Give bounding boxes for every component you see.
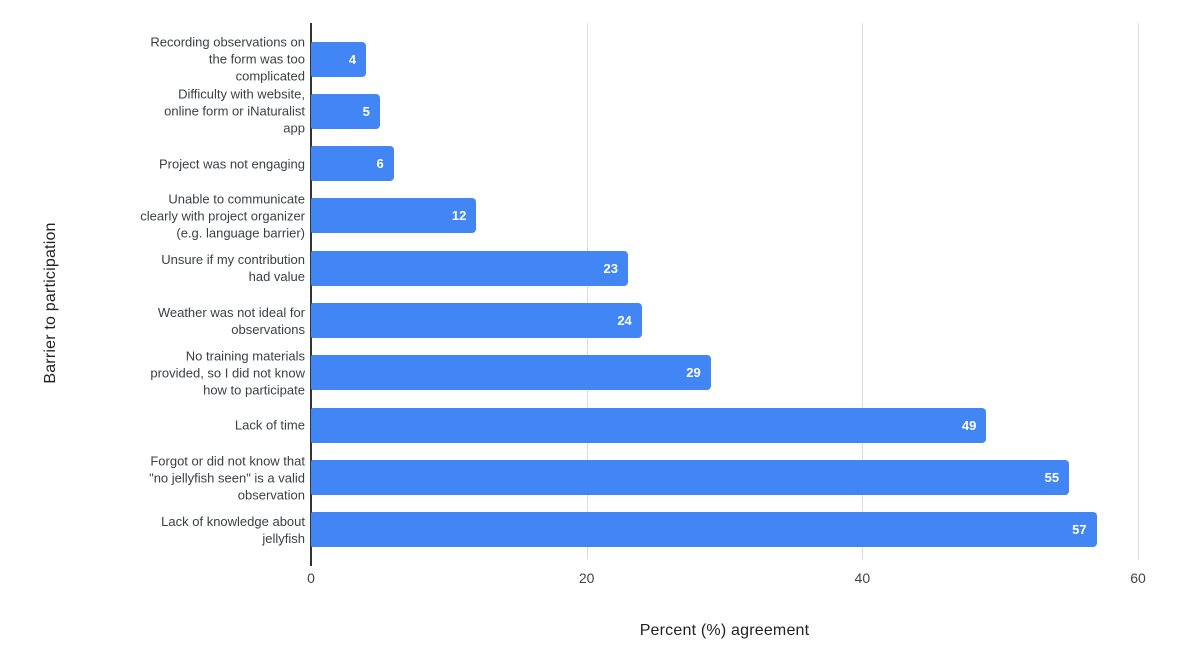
bar-value-label: 5 [362,103,370,119]
y-axis-baseline [310,23,312,566]
x-axis-ticks: 0 20 40 60 [0,570,1200,590]
x-tick-label: 60 [1130,570,1146,586]
bar: 29 [311,355,711,391]
category-label: Unable to communicate clearly with proje… [140,191,305,241]
bar-value-label: 6 [376,156,384,172]
gridline [1138,23,1139,560]
bar-value-label: 24 [617,313,632,329]
bar-value-label: 23 [603,260,619,276]
bar: 23 [311,250,629,286]
bar-value-label: 57 [1072,522,1087,538]
category-label: No training materials provided, so I did… [150,348,305,398]
bar: 4 [311,41,367,77]
x-axis-title: Percent (%) agreement [639,622,810,639]
gridline [586,23,588,560]
category-label: Lack of knowledge about jellyfish [161,513,305,546]
x-tick-label: 0 [307,570,315,586]
category-label: Weather was not ideal for observations [157,304,305,337]
bar-value-label: 49 [961,417,977,433]
bar-value-label: 29 [686,365,701,381]
bar: 6 [311,146,394,182]
bar-value-label: 12 [451,208,467,224]
category-label: Lack of time [234,417,305,433]
category-label: Project was not engaging [159,156,305,172]
bar: 57 [311,512,1097,548]
bar-value-label: 55 [1044,470,1060,486]
gridline [862,23,864,560]
bar-value-label: 4 [348,51,357,67]
category-label: Recording observations on the form was t… [150,34,305,84]
category-label: Difficulty with website, online form or … [164,86,305,136]
plot-area: 4 5 6 12 23 24 29 49 55 57 [311,23,1139,560]
bar: 12 [311,198,477,234]
bar: 49 [311,407,987,443]
y-axis-title: Barrier to participation [42,222,59,384]
category-labels-column: Recording observations on the form was t… [95,23,305,560]
x-tick-label: 40 [854,570,871,586]
bar: 55 [311,460,1070,496]
bar: 24 [311,303,642,339]
bar: 5 [311,93,380,129]
category-label: Forgot or did not know that "no jellyfis… [149,453,305,503]
x-tick-label: 20 [578,570,595,586]
category-label: Unsure if my contribution had value [161,252,305,285]
